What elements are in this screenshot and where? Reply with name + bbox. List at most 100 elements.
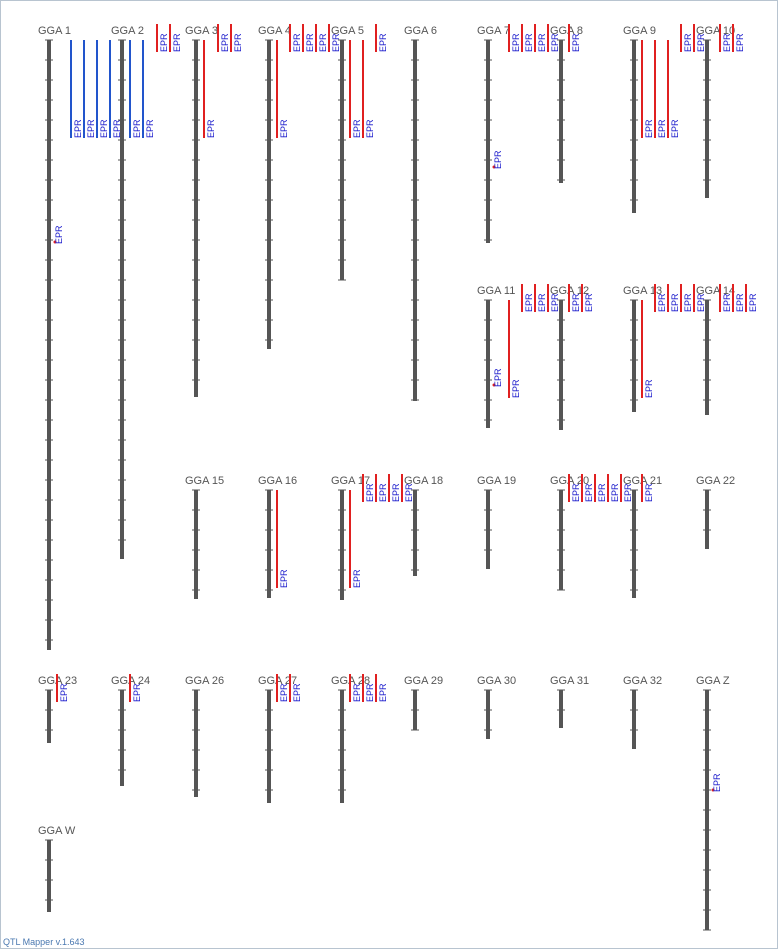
qtl-label: EPR: [571, 293, 581, 312]
qtl-label: EPR: [233, 33, 243, 52]
qtl-label: EPR: [318, 33, 328, 52]
chromosome-label: GGA 9: [623, 25, 656, 37]
qtl-label: EPR: [279, 569, 289, 588]
qtl-label: EPR: [696, 293, 706, 312]
chromosome-label: GGA 18: [404, 475, 443, 487]
chromosome: [632, 690, 636, 749]
qtl-label: EPR: [365, 119, 375, 138]
chromosome-label: GGA 6: [404, 25, 437, 37]
qtl-marker: [492, 165, 496, 169]
chromosome: [486, 300, 490, 428]
qtl-label: EPR: [86, 119, 96, 138]
chromosome-label: GGA 26: [185, 675, 224, 687]
qtl-label: EPR: [172, 33, 182, 52]
qtl-label: EPR: [571, 483, 581, 502]
qtl-label: EPR: [735, 33, 745, 52]
qtl-label: EPR: [132, 119, 142, 138]
chromosome-label: GGA 13: [623, 285, 662, 297]
chromosome-label: GGA 8: [550, 25, 583, 37]
qtl-label: EPR: [537, 293, 547, 312]
chromosome: [486, 690, 490, 739]
qtl-label: EPR: [696, 33, 706, 52]
qtl-label: EPR: [220, 33, 230, 52]
qtl-label: EPR: [610, 483, 620, 502]
qtl-label: EPR: [524, 293, 534, 312]
chromosome-label: GGA 16: [258, 475, 297, 487]
qtl-label: EPR: [571, 33, 581, 52]
qtl-label: EPR: [378, 683, 388, 702]
chromosome: [632, 40, 636, 213]
qtl-marker: [492, 383, 496, 387]
chromosome-label: GGA 3: [185, 25, 218, 37]
qtl-label: EPR: [99, 119, 109, 138]
chromosome: [194, 690, 198, 797]
chromosome-label: GGA 29: [404, 675, 443, 687]
qtl-label: EPR: [391, 483, 401, 502]
chromosome: [47, 690, 51, 743]
footer: QTL Mapper v.1.643: [3, 937, 85, 947]
chromosome: [267, 490, 271, 598]
chromosome-label: GGA 11: [477, 285, 515, 297]
qtl-label: EPR: [54, 225, 64, 244]
qtl-label: EPR: [352, 119, 362, 138]
qtl-label: EPR: [683, 33, 693, 52]
chromosome-label: GGA 14: [696, 285, 735, 297]
chromosome: [705, 40, 709, 198]
chromosome: [340, 490, 344, 600]
qtl-label: EPR: [352, 569, 362, 588]
chromosome: [705, 490, 709, 549]
qtl-label: EPR: [748, 293, 758, 312]
qtl-label: EPR: [292, 683, 302, 702]
chromosome-label: GGA 19: [477, 475, 516, 487]
chromosome: [559, 690, 563, 728]
qtl-label: EPR: [597, 483, 607, 502]
qtl-label: EPR: [657, 119, 667, 138]
chromosome-label: GGA 32: [623, 675, 662, 687]
qtl-label: EPR: [670, 293, 680, 312]
chromosome: [340, 690, 344, 803]
chromosome: [120, 690, 124, 786]
qtl-label: EPR: [644, 379, 654, 398]
qtl-label: EPR: [623, 483, 633, 502]
qtl-label: EPR: [493, 368, 503, 387]
qtl-label: EPR: [305, 33, 315, 52]
qtl-label: EPR: [132, 683, 142, 702]
chromosome: [632, 490, 636, 598]
qtl-marker: [711, 788, 715, 792]
qtl-label: EPR: [657, 293, 667, 312]
chromosome: [47, 840, 51, 912]
qtl-label: EPR: [584, 293, 594, 312]
qtl-label: EPR: [365, 483, 375, 502]
chromosome-label: GGA 15: [185, 475, 224, 487]
chromosome: [559, 490, 563, 590]
qtl-label: EPR: [735, 293, 745, 312]
chromosome: [413, 490, 417, 576]
chromosome: [486, 40, 490, 243]
qtl-label: EPR: [670, 119, 680, 138]
qtl-label: EPR: [712, 773, 722, 792]
chromosome-label: GGA 10: [696, 25, 735, 37]
qtl-label: EPR: [537, 33, 547, 52]
qtl-label: EPR: [331, 33, 341, 52]
chromosome: [632, 300, 636, 412]
qtl-label: EPR: [145, 119, 155, 138]
qtl-label: EPR: [550, 33, 560, 52]
chromosome-label: GGA 2: [111, 25, 144, 37]
chromosome-label: GGA 4: [258, 25, 291, 37]
qtl-label: EPR: [511, 33, 521, 52]
chromosome: [559, 300, 563, 430]
qtl-label: EPR: [722, 293, 732, 312]
qtl-label: EPR: [550, 293, 560, 312]
chromosome-label: GGA 17: [331, 475, 370, 487]
qtl-label: EPR: [112, 119, 122, 138]
qtl-label: EPR: [378, 33, 388, 52]
qtl-label: EPR: [524, 33, 534, 52]
chromosome: [705, 300, 709, 415]
chromosome: [47, 40, 51, 650]
chromosome: [194, 490, 198, 599]
chromosome: [267, 690, 271, 803]
chromosome-label: GGA 22: [696, 475, 735, 487]
chromosome: [559, 40, 563, 183]
chromosome-label: GGA 5: [331, 25, 364, 37]
